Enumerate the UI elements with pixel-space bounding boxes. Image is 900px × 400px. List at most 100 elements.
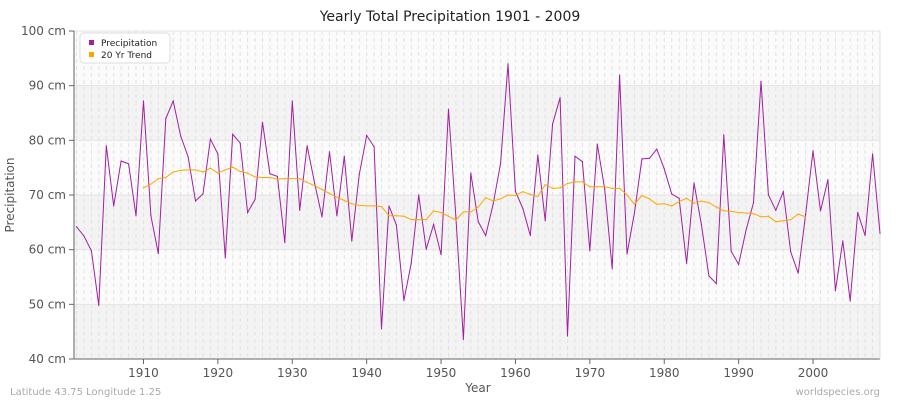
trend-point	[284, 178, 286, 180]
trend-point	[693, 202, 695, 204]
legend: Precipitation 20 Yr Trend	[79, 32, 171, 64]
precipitation-point	[232, 133, 234, 135]
trend-point	[433, 210, 435, 212]
trend-point	[455, 219, 457, 221]
precipitation-point	[715, 282, 717, 285]
trend-point	[358, 204, 360, 206]
trend-point	[723, 210, 725, 212]
precipitation-point	[410, 262, 412, 264]
precipitation-point	[209, 138, 212, 140]
precipitation-point	[723, 134, 725, 136]
trend-point	[492, 200, 494, 202]
precipitation-point	[269, 173, 271, 175]
trend-point	[633, 203, 636, 205]
trend-point	[380, 205, 383, 208]
trend-point	[529, 193, 531, 196]
trend-point	[477, 206, 479, 208]
trend-point	[790, 219, 792, 221]
trend-point	[626, 194, 628, 196]
trend-point	[604, 186, 606, 188]
precipitation-point	[224, 257, 226, 259]
precipitation-point	[656, 148, 658, 150]
precipitation-point	[782, 191, 784, 193]
precipitation-point	[738, 263, 740, 266]
legend-swatch-precipitation	[89, 40, 94, 45]
x-tick-label: 1940	[351, 366, 382, 380]
precipitation-point	[589, 250, 591, 252]
trend-point	[172, 171, 174, 173]
legend-label-precipitation: Precipitation	[101, 39, 157, 49]
precipitation-point	[552, 123, 554, 125]
precipitation-point	[745, 229, 747, 231]
x-tick-label: 1930	[277, 366, 308, 380]
trend-point	[566, 182, 569, 185]
trend-point	[552, 187, 554, 190]
y-tick-label: 100 cm	[21, 24, 66, 38]
precipitation-point	[157, 252, 159, 255]
y-tick-label: 60 cm	[29, 243, 66, 257]
precipitation-point	[871, 153, 874, 155]
precipitation-point	[842, 240, 844, 242]
precipitation-point	[247, 211, 249, 214]
trend-point	[269, 176, 271, 179]
precipitation-point	[321, 216, 323, 218]
trend-point	[180, 169, 182, 171]
precipitation-point	[150, 215, 152, 217]
trend-point	[321, 188, 323, 191]
precipitation-point	[254, 198, 256, 200]
trend-point	[619, 187, 621, 190]
trend-point	[202, 171, 204, 173]
precipitation-point	[328, 151, 331, 153]
precipitation-point	[433, 223, 435, 226]
precipitation-point	[239, 142, 241, 144]
precipitation-point	[202, 193, 204, 195]
trend-point	[797, 213, 799, 215]
trend-point	[752, 212, 755, 215]
trend-point	[239, 170, 241, 173]
precipitation-point	[626, 253, 628, 255]
trend-point	[760, 216, 762, 218]
trend-point	[730, 210, 732, 212]
precipitation-point	[581, 161, 584, 163]
precipitation-point	[797, 272, 799, 274]
precipitation-point	[611, 268, 613, 270]
trend-point	[217, 172, 219, 174]
trend-point	[462, 211, 464, 213]
chart-title: Yearly Total Precipitation 1901 - 2009	[319, 9, 581, 25]
trend-point	[470, 211, 472, 213]
grid-band	[74, 195, 880, 250]
precipitation-point	[462, 338, 464, 340]
grid-band	[74, 304, 880, 359]
precipitation-point	[566, 335, 569, 337]
trend-point	[447, 215, 450, 217]
trend-point	[738, 211, 740, 214]
precipitation-point	[604, 188, 606, 190]
trend-point	[276, 178, 278, 180]
trend-point	[485, 197, 487, 199]
precipitation-point	[366, 134, 368, 137]
trend-point	[544, 184, 546, 186]
precipitation-point	[358, 174, 360, 176]
trend-point	[611, 187, 613, 190]
precipitation-point	[180, 135, 182, 137]
precipitation-point	[767, 194, 770, 196]
precipitation-point	[700, 223, 703, 226]
precipitation-point	[276, 175, 278, 178]
trend-line	[143, 166, 806, 223]
trend-point	[209, 167, 212, 169]
trend-point	[313, 185, 316, 187]
trend-point	[261, 176, 264, 179]
precipitation-point	[127, 163, 130, 165]
precipitation-point	[194, 200, 197, 202]
trend-point	[366, 205, 368, 207]
trend-point	[343, 199, 345, 202]
trend-point	[247, 172, 249, 174]
precipitation-point	[522, 208, 524, 210]
trend-point	[805, 216, 807, 218]
precipitation-point	[529, 234, 531, 237]
trend-point	[767, 215, 770, 217]
precipitation-point	[775, 209, 777, 211]
precipitation-point	[373, 146, 375, 148]
precipitation-point	[678, 197, 680, 199]
